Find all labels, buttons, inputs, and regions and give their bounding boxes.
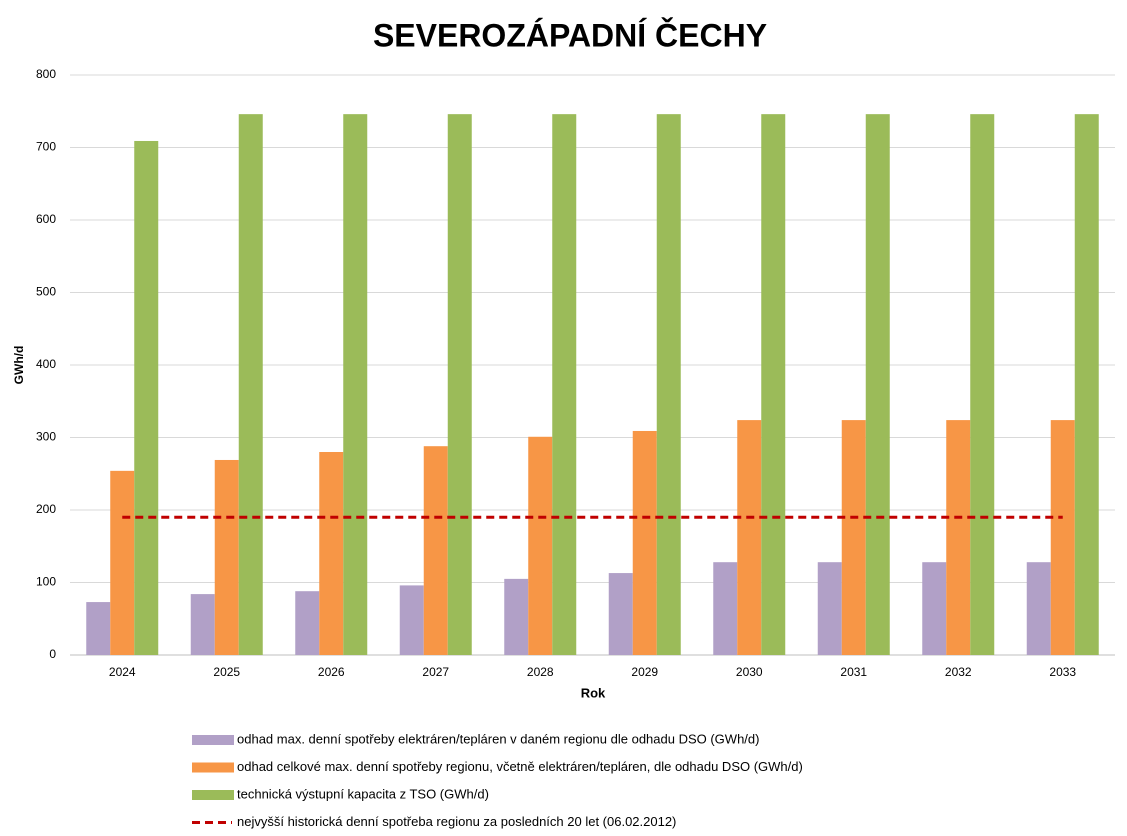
y-tick-label: 600	[36, 212, 56, 226]
bar	[1074, 114, 1099, 655]
x-tick-label: 2031	[840, 665, 867, 679]
bar	[86, 602, 111, 655]
x-tick-label: 2024	[109, 665, 136, 679]
y-tick-label: 800	[36, 67, 56, 81]
x-tick-label: 2027	[422, 665, 449, 679]
bar	[552, 114, 577, 655]
bar	[922, 562, 947, 655]
bar	[319, 452, 344, 655]
bar	[214, 459, 239, 655]
x-tick-label: 2028	[527, 665, 554, 679]
bar	[423, 446, 448, 655]
bar	[190, 594, 215, 655]
x-axis-title: Rok	[581, 685, 606, 700]
bar	[865, 114, 890, 655]
bar	[1050, 420, 1075, 655]
chart-title: SEVEROZÁPADNÍ ČECHY	[373, 17, 767, 53]
y-tick-label: 300	[36, 430, 56, 444]
bar	[1026, 562, 1051, 655]
legend-label: nejvyšší historická denní spotřeba regio…	[237, 814, 676, 829]
bar	[946, 420, 971, 655]
x-tick-label: 2033	[1049, 665, 1076, 679]
y-tick-label: 400	[36, 357, 56, 371]
bar	[713, 562, 738, 655]
legend-swatch	[192, 790, 234, 800]
x-tick-label: 2032	[945, 665, 972, 679]
bar	[447, 114, 472, 655]
y-tick-label: 700	[36, 140, 56, 154]
bar	[295, 591, 320, 655]
y-tick-label: 500	[36, 285, 56, 299]
y-tick-label: 100	[36, 575, 56, 589]
bar	[841, 420, 866, 655]
bar	[504, 578, 529, 655]
bar	[528, 436, 553, 655]
y-tick-label: 0	[49, 647, 56, 661]
bar	[817, 562, 842, 655]
legend-swatch	[192, 735, 234, 745]
legend-label: technická výstupní kapacita z TSO (GWh/d…	[237, 786, 489, 801]
bar	[134, 140, 159, 656]
legend-label: odhad celkové max. denní spotřeby region…	[237, 759, 803, 774]
bar	[970, 114, 995, 655]
x-tick-label: 2030	[736, 665, 763, 679]
bar	[761, 114, 786, 655]
x-tick-label: 2029	[631, 665, 658, 679]
bar	[656, 114, 681, 655]
bar	[343, 114, 368, 655]
bar	[238, 114, 263, 655]
bar	[399, 585, 424, 655]
y-axis-title: GWh/d	[12, 346, 26, 385]
x-tick-label: 2025	[213, 665, 240, 679]
bar	[608, 573, 633, 655]
legend-swatch	[192, 762, 234, 773]
legend-label: odhad max. denní spotřeby elektráren/tep…	[237, 731, 759, 746]
y-tick-label: 200	[36, 502, 56, 516]
bar	[632, 430, 657, 655]
bar	[737, 420, 762, 655]
bar	[110, 470, 135, 655]
x-tick-label: 2026	[318, 665, 345, 679]
